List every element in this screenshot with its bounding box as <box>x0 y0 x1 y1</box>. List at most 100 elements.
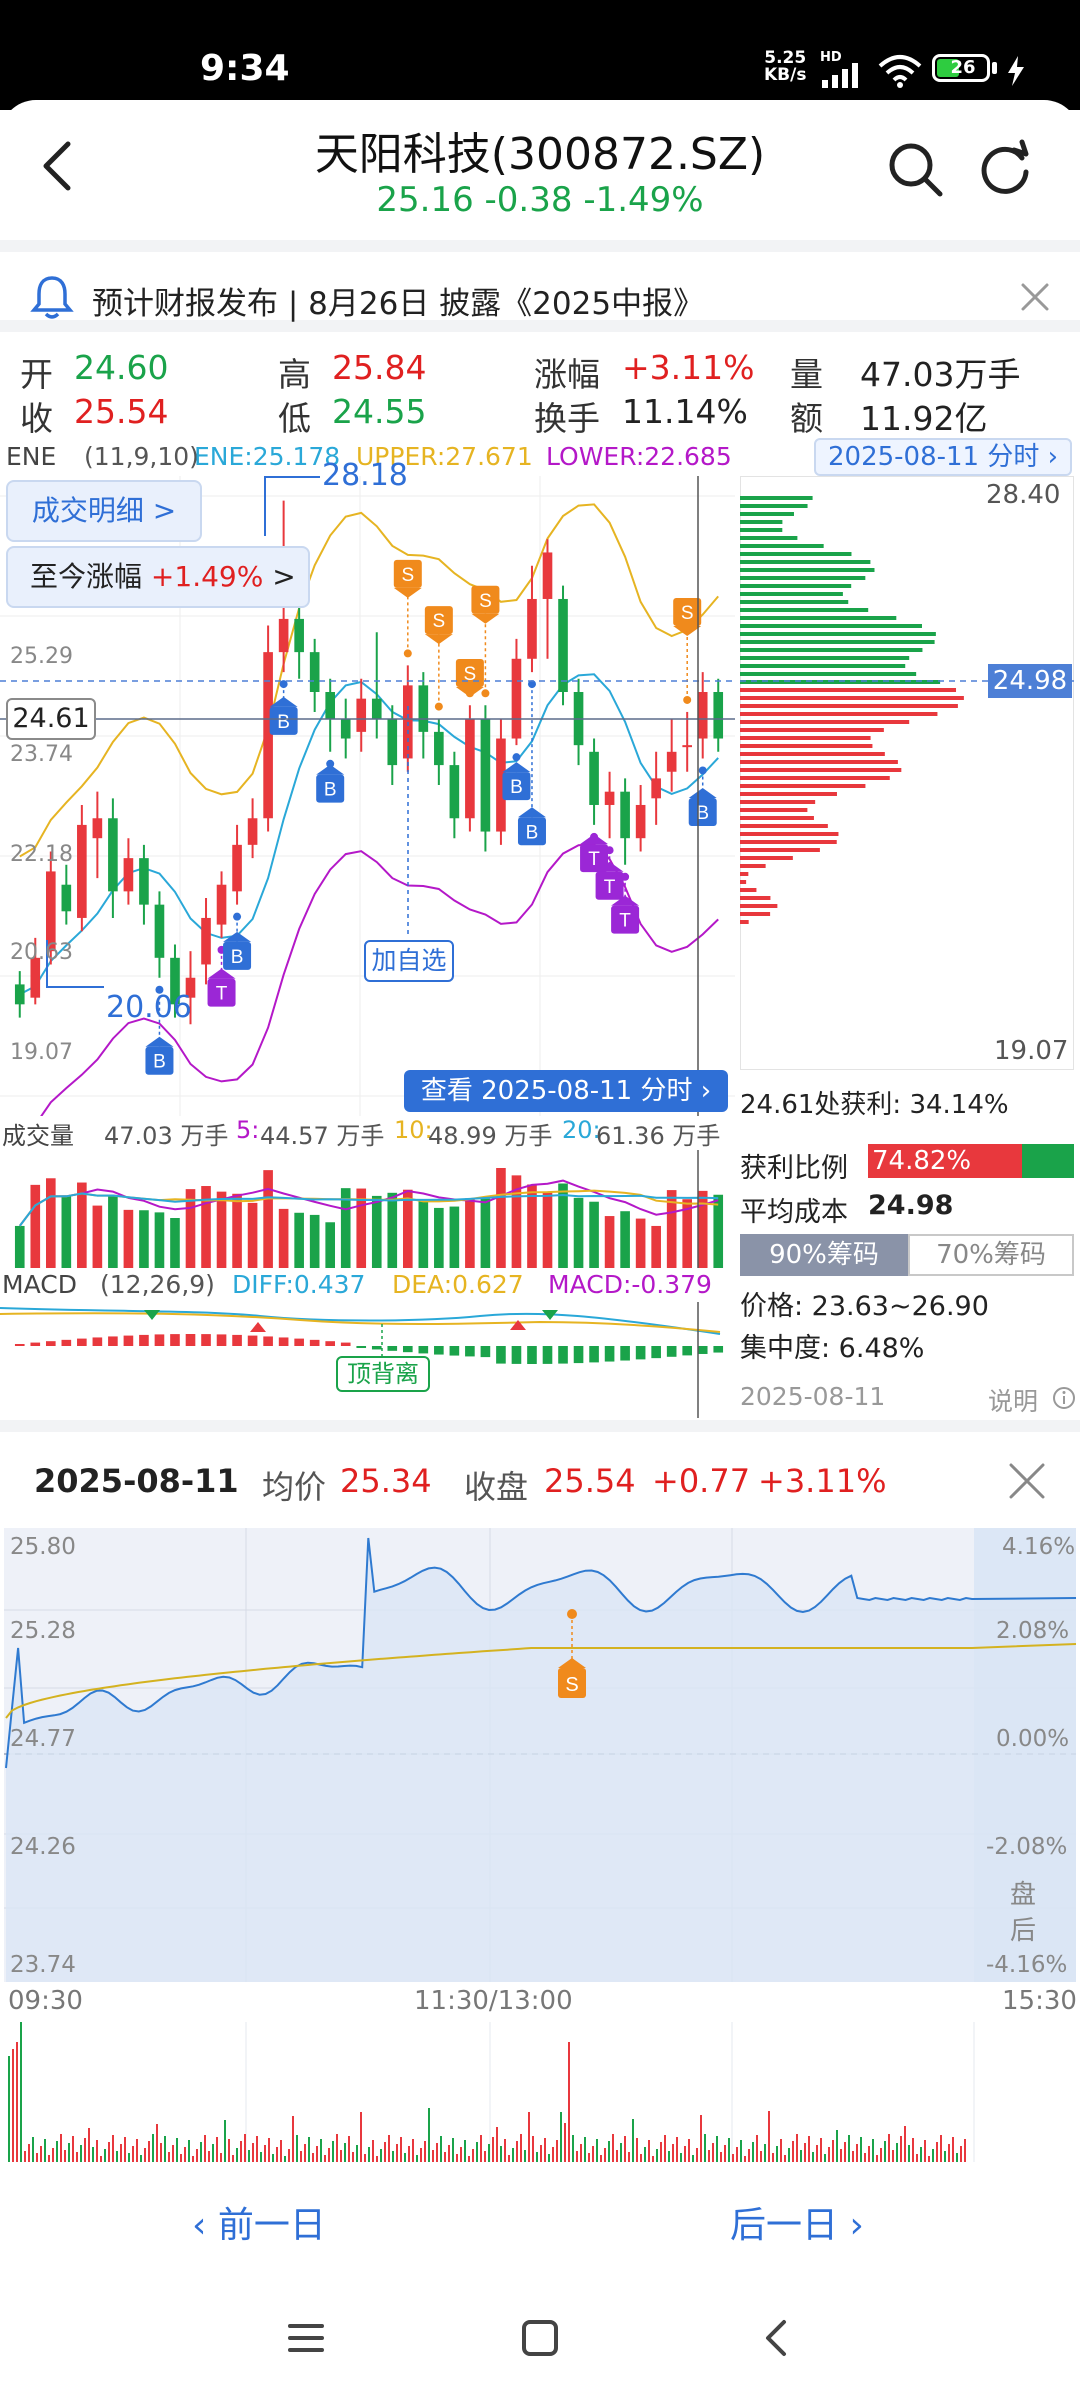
intraday-volume-bar <box>728 2138 730 2162</box>
volume-bar <box>449 1206 460 1268</box>
macd-bar <box>713 1346 724 1353</box>
chip-bar <box>740 808 808 812</box>
intraday-volume-bar <box>656 2149 658 2162</box>
chip-bar <box>740 728 884 732</box>
net-speed-value: 5.25 <box>764 48 807 68</box>
macd-dea: DEA:0.627 <box>392 1270 524 1299</box>
intraday-volume-bar <box>616 2150 618 2162</box>
chip-help-link[interactable]: 说明 <box>988 1387 1039 1416</box>
battery-level: 26 <box>950 57 976 78</box>
next-day-button[interactable]: 后一日 › <box>730 2205 864 2246</box>
volume-bar <box>527 1184 537 1268</box>
volume-bar <box>123 1209 134 1268</box>
intraday-volume-bar <box>640 2154 642 2162</box>
chip-bar <box>740 704 958 708</box>
candle-body <box>371 698 382 719</box>
add-watch-button[interactable]: 加自选 <box>364 940 454 982</box>
chip-bar <box>740 568 875 572</box>
volume-bar <box>247 1202 258 1268</box>
macd-bar <box>309 1339 320 1346</box>
intraday-volume-bar <box>308 2137 310 2162</box>
ene-name: ENE <box>6 442 57 471</box>
signal-marker-t: T <box>595 846 624 900</box>
macd-bar <box>465 1346 475 1357</box>
tab-chip-90[interactable]: 90%筹码 <box>740 1234 908 1276</box>
intraday-volume-bar <box>424 2141 426 2162</box>
intraday-volume-bar <box>60 2134 62 2162</box>
close-icon[interactable] <box>1020 282 1050 312</box>
close-intraday-icon[interactable] <box>1008 1462 1046 1500</box>
intraday-volume-bar <box>192 2156 194 2162</box>
intraday-y-right: 4.16% <box>1002 1534 1076 1560</box>
candle-body <box>139 858 149 905</box>
signal-marker-s: S <box>471 585 500 698</box>
since-change-button[interactable]: 至今涨幅 +1.49% > <box>6 546 310 608</box>
chip-bar <box>740 736 871 740</box>
home-icon[interactable] <box>520 2318 560 2358</box>
intraday-volume-bar <box>440 2136 442 2162</box>
trade-detail-button[interactable]: 成交明细 > <box>6 480 202 542</box>
search-icon[interactable] <box>886 140 946 200</box>
macd-bar <box>325 1341 336 1346</box>
intraday-change-pct: +3.11% <box>758 1462 887 1500</box>
chip-bar <box>740 744 873 748</box>
volume-bar <box>154 1212 165 1268</box>
intraday-volume-bar <box>324 2155 326 2162</box>
svg-text:B: B <box>277 712 290 733</box>
chip-bar <box>740 800 816 804</box>
loss-ratio-bar <box>1022 1144 1074 1178</box>
chip-bar <box>740 872 749 876</box>
menu-icon[interactable] <box>286 2318 326 2358</box>
intraday-volume-bar <box>532 2136 534 2162</box>
back-icon[interactable] <box>38 140 78 192</box>
intraday-volume-bar <box>844 2142 846 2162</box>
intraday-volume-bar <box>180 2154 182 2162</box>
intraday-volume-bar <box>772 2153 774 2162</box>
macd-bar <box>682 1346 693 1356</box>
ma5-value: 44.57 万手 <box>260 1122 385 1150</box>
chip-bar <box>740 776 890 780</box>
chip-bar <box>740 904 778 908</box>
intraday-volume-bar <box>240 2141 242 2162</box>
info-icon[interactable] <box>1052 1386 1076 1410</box>
change-label: 涨幅 <box>534 355 600 394</box>
tab-chip-70[interactable]: 70%筹码 <box>908 1234 1074 1276</box>
intraday-volume-bar <box>944 2151 946 2162</box>
intraday-y-left: 24.26 <box>10 1834 76 1860</box>
signal-marker-s: S <box>673 597 702 704</box>
intraday-volume-bar <box>360 2112 362 2162</box>
intraday-volume-bar <box>20 2022 22 2162</box>
signal-marker-s: S <box>393 559 422 658</box>
back-nav-icon[interactable] <box>756 2318 796 2358</box>
volume-bar <box>356 1188 367 1268</box>
intraday-volume-bar <box>128 2153 130 2162</box>
intraday-volume-bar <box>652 2156 654 2162</box>
candle-body <box>154 904 165 958</box>
earnings-notice[interactable]: 预计财报发布 | 8月26日 披露《2025中报》 <box>0 240 1080 332</box>
intraday-date-button[interactable]: 2025-08-11 分时 › <box>814 438 1072 476</box>
refresh-icon[interactable] <box>976 138 1036 198</box>
intraday-volume-bar <box>216 2137 218 2162</box>
sell-signal-marker[interactable]: S <box>558 1658 586 1698</box>
macd-bar <box>61 1339 72 1346</box>
volume-bar <box>511 1175 522 1268</box>
intraday-volume-bar <box>384 2142 386 2162</box>
intraday-volume-bar <box>56 2141 58 2162</box>
chip-bar <box>740 672 917 676</box>
candle-body <box>651 778 661 799</box>
intraday-volume-bar <box>148 2141 150 2162</box>
intraday-price-chart[interactable]: S <box>0 1528 1080 1982</box>
intraday-volume-bar <box>136 2139 138 2162</box>
chip-bar <box>740 616 897 620</box>
prev-day-button[interactable]: ‹ 前一日 <box>192 2205 326 2246</box>
candle-body <box>356 698 367 732</box>
intraday-volume-bar <box>628 2152 630 2162</box>
chip-bar <box>740 624 922 628</box>
signal-marker-t: T <box>611 872 640 934</box>
ma10-value: 48.99 万手 <box>428 1122 553 1150</box>
svg-text:B: B <box>153 1052 166 1073</box>
low-label: 低 <box>278 399 311 438</box>
wifi-icon <box>878 55 922 88</box>
view-intraday-button[interactable]: 查看 2025-08-11 分时 › <box>404 1070 728 1112</box>
